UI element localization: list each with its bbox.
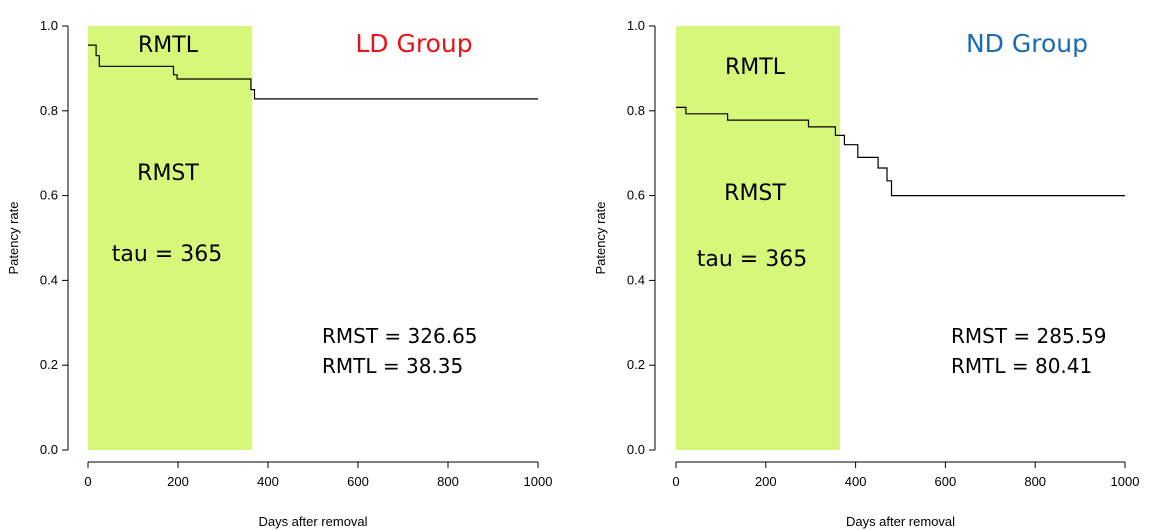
rmtl-region-label: RMTL xyxy=(725,55,786,80)
y-tick-label: 1.0 xyxy=(40,18,58,33)
rmtl-rmst-shaded-region xyxy=(676,26,840,450)
tau-label: tau = 365 xyxy=(697,247,807,272)
survival-step-curve xyxy=(88,44,538,100)
nd-group-chart: 0.0 0.2 0.4 0.6 0.8 1.0 0 200 400 600 800 1000 Days … xyxy=(593,18,1140,529)
x-tick-label: 600 xyxy=(935,474,957,489)
rmtl-region-label: RMTL xyxy=(138,33,199,58)
y-tick-label: 0.6 xyxy=(40,188,58,203)
y-tick-label: 0.4 xyxy=(627,272,645,287)
x-tick-label: 200 xyxy=(167,474,189,489)
x-axis-label: Days after removal xyxy=(846,514,955,529)
x-tick-label: 400 xyxy=(257,474,279,489)
y-tick-label: 0.2 xyxy=(627,357,645,372)
y-tick-label: 0.4 xyxy=(40,272,58,287)
tau-label: tau = 365 xyxy=(112,242,222,267)
y-tick-label: 0.0 xyxy=(40,442,58,457)
y-tick-label: 0.8 xyxy=(40,103,58,118)
y-tick-label: 0.6 xyxy=(627,188,645,203)
y-tick-label: 0.0 xyxy=(627,442,645,457)
y-tick-label: 0.2 xyxy=(40,357,58,372)
survival-step-curve xyxy=(676,106,1125,197)
rmtl-value-text: RMTL = 80.41 xyxy=(951,354,1092,378)
x-tick-label: 400 xyxy=(845,474,867,489)
x-tick-label: 800 xyxy=(437,474,459,489)
chart-title: LD Group xyxy=(355,29,472,58)
y-tick-label: 0.8 xyxy=(627,103,645,118)
y-axis-label: Patency rate xyxy=(593,202,608,275)
x-tick-label: 800 xyxy=(1024,474,1046,489)
y-axis-label: Patency rate xyxy=(6,202,21,275)
rmtl-rmst-shaded-region xyxy=(88,26,253,450)
rmst-region-label: RMST xyxy=(137,161,199,186)
rmtl-value-text: RMTL = 38.35 xyxy=(322,354,463,378)
x-tick-label: 1000 xyxy=(524,474,553,489)
x-tick-label: 0 xyxy=(84,474,91,489)
x-tick-label: 200 xyxy=(755,474,777,489)
rmst-region-label: RMST xyxy=(724,181,786,206)
rmst-value-text: RMST = 326.65 xyxy=(322,324,478,348)
x-tick-label: 0 xyxy=(672,474,679,489)
x-tick-label: 1000 xyxy=(1111,474,1140,489)
x-tick-label: 600 xyxy=(347,474,369,489)
chart-title: ND Group xyxy=(966,29,1088,58)
y-tick-label: 1.0 xyxy=(627,18,645,33)
ld-group-chart: 0.0 0.2 0.4 0.6 0.8 1.0 0 200 400 600 800 1000 Days … xyxy=(6,18,553,529)
x-axis-label: Days after removal xyxy=(258,514,367,529)
rmst-value-text: RMST = 285.59 xyxy=(951,324,1107,348)
